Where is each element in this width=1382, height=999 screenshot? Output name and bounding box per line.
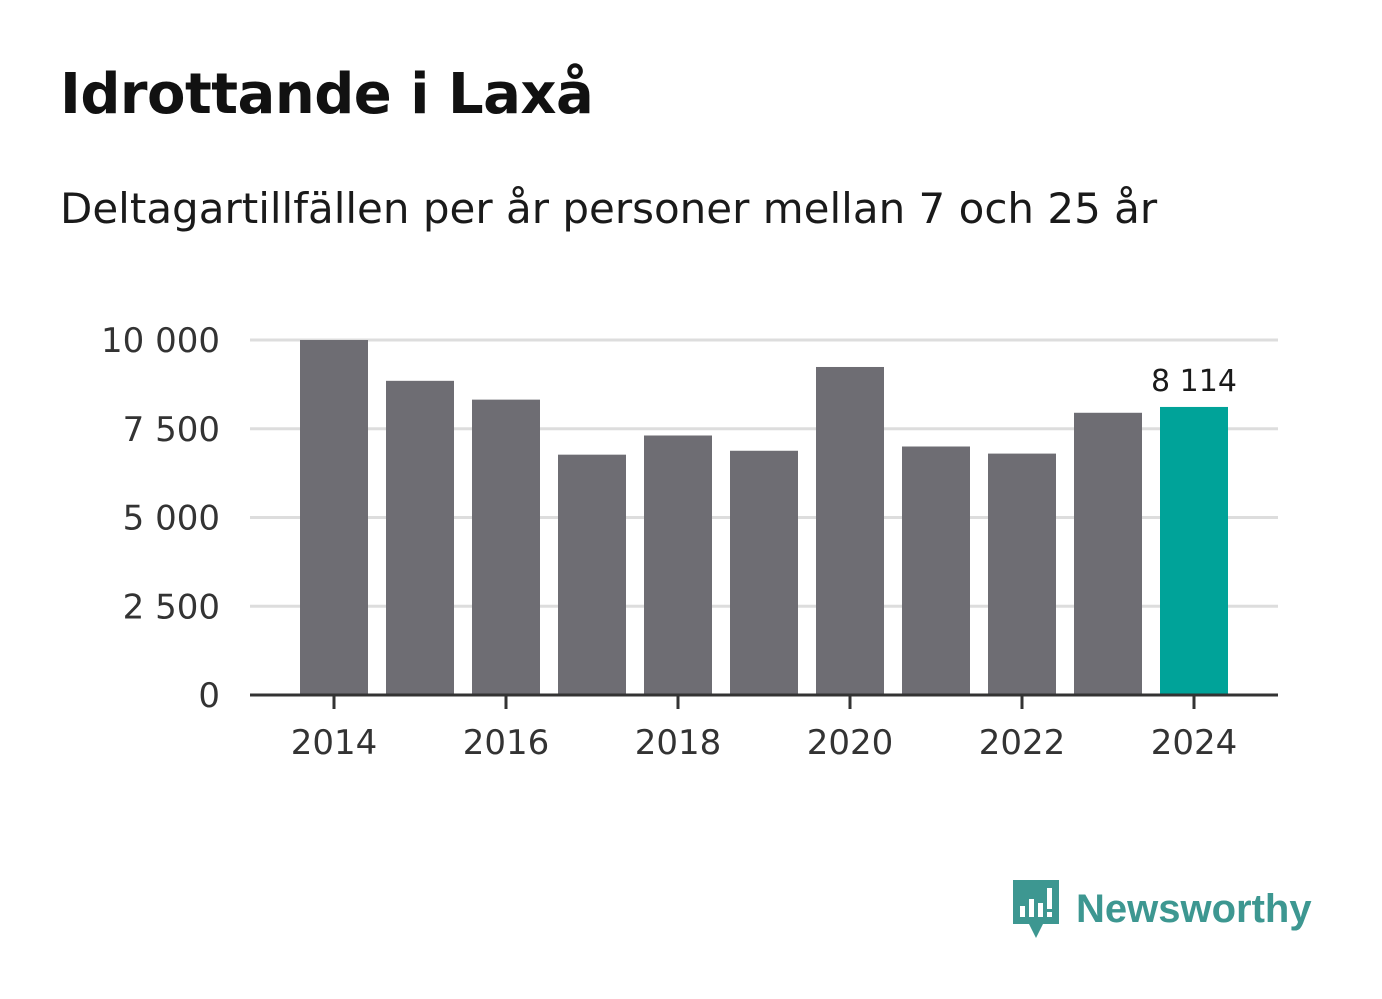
bar-2016 [472,399,540,695]
x-tick-label: 2024 [1151,723,1238,763]
bars [300,340,1228,695]
x-axis [250,693,1278,709]
bar-2019 [730,450,798,695]
chart-title: Idrottande i Laxå [60,62,594,127]
x-tick-label: 2016 [463,723,550,763]
y-tick-label: 10 000 [101,321,220,361]
y-tick-label: 5 000 [123,499,220,539]
bar-2014 [300,340,368,695]
x-tick-label: 2018 [635,723,722,763]
data-label: 8 114 [1151,364,1237,399]
x-tick-label: 2014 [291,723,378,763]
bar-2021 [902,446,970,695]
bar-2018 [644,435,712,695]
newsworthy-logo: Newsworthy [1010,878,1312,940]
y-tick-label: 2 500 [123,587,220,627]
brand-name: Newsworthy [1076,886,1312,931]
chart-subtitle: Deltagartillfällen per år personer mella… [60,184,1158,233]
bar-2023 [1074,412,1142,695]
bar-2017 [558,454,626,695]
y-tick-label: 7 500 [123,410,220,450]
bar-2015 [386,380,454,695]
bar-2024 [1160,406,1228,695]
labels: 0 2 500 5 000 7 500 10 000 2014 2016 2018 2020 20… [101,321,1237,763]
newsworthy-logo-icon [1013,880,1059,938]
bar-2020 [816,366,884,695]
x-tick-label: 2020 [807,723,894,763]
bar-2022 [988,453,1056,695]
y-tick-label: 0 [198,676,220,716]
x-tick-label: 2022 [979,723,1066,763]
